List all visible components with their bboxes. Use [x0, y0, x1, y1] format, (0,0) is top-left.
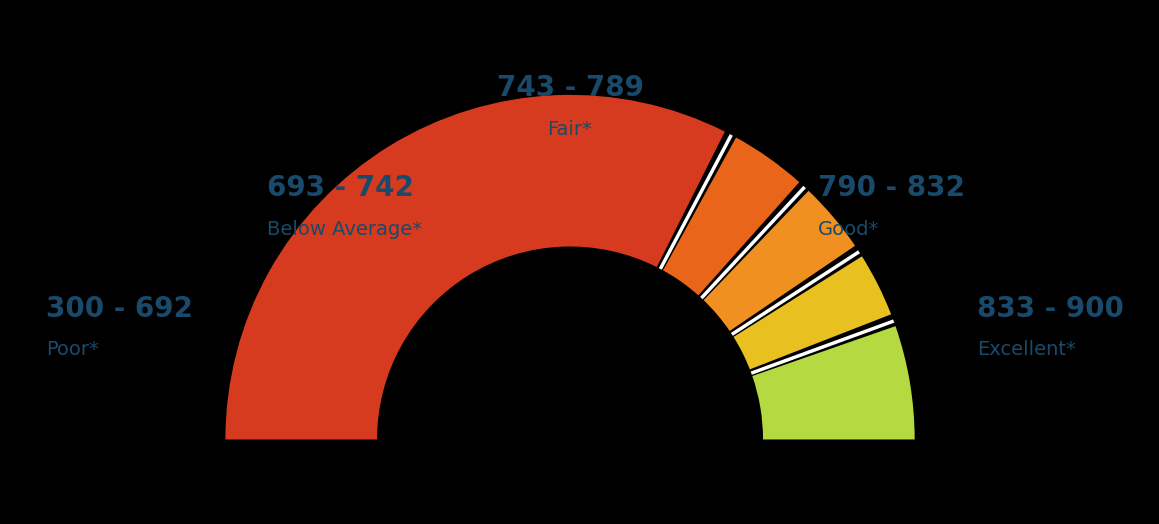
Wedge shape	[225, 95, 724, 440]
Text: 743 - 789: 743 - 789	[496, 74, 643, 102]
Text: Poor*: Poor*	[46, 341, 99, 359]
Text: 300 - 692: 300 - 692	[46, 294, 194, 323]
Wedge shape	[752, 326, 914, 440]
Text: Below Average*: Below Average*	[267, 220, 422, 239]
Text: Fair*: Fair*	[547, 120, 592, 139]
Text: 833 - 900: 833 - 900	[977, 294, 1123, 323]
Wedge shape	[704, 191, 855, 331]
Text: 790 - 832: 790 - 832	[818, 174, 965, 202]
Wedge shape	[734, 256, 891, 369]
Text: Excellent*: Excellent*	[977, 341, 1076, 359]
Text: Good*: Good*	[818, 220, 880, 239]
Text: 693 - 742: 693 - 742	[267, 174, 414, 202]
Wedge shape	[663, 137, 800, 296]
